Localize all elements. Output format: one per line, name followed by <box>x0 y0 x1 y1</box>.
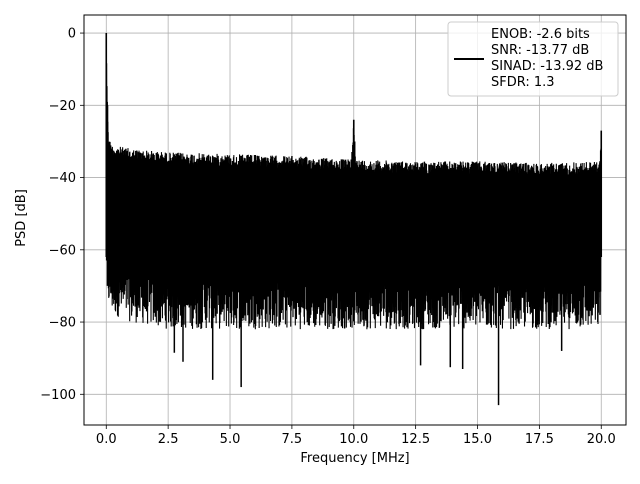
legend-entry-snr: SNR: -13.77 dB <box>491 43 589 58</box>
y-tick-label: −100 <box>40 388 76 403</box>
y-axis-label: PSD [dB] <box>14 189 29 247</box>
y-tick-label: 0 <box>68 27 76 42</box>
legend-box <box>447 21 619 97</box>
legend: ENOB: -2.6 bits SNR: -13.77 dB SINAD: -1… <box>447 21 619 97</box>
x-tick-label: 12.5 <box>401 432 430 447</box>
y-tick-label: −20 <box>49 99 76 114</box>
y-tick-label: −40 <box>49 171 76 186</box>
x-tick-label: 5.0 <box>220 432 241 447</box>
legend-entry-sinad: SINAD: -13.92 dB <box>491 59 603 74</box>
y-tick-label: −60 <box>49 243 76 258</box>
axes-frame <box>83 14 627 426</box>
legend-entry-sfdr: SFDR: 1.3 <box>491 75 555 90</box>
y-tick-label: −80 <box>49 316 76 331</box>
y-axis: 0 −20 −40 −60 −80 −100 <box>40 27 84 403</box>
x-tick-label: 7.5 <box>282 432 303 447</box>
legend-entry-enob: ENOB: -2.6 bits <box>491 27 590 42</box>
x-tick-label: 15.0 <box>463 432 492 447</box>
x-tick-label: 0.0 <box>96 432 117 447</box>
x-axis: 0.0 2.5 5.0 7.5 10.0 12.5 15.0 17.5 20.0 <box>96 425 616 447</box>
x-tick-label: 20.0 <box>587 432 616 447</box>
plot-area <box>105 33 603 406</box>
x-axis-label: Frequency [MHz] <box>300 451 409 466</box>
x-tick-label: 2.5 <box>158 432 179 447</box>
x-tick-label: 17.5 <box>525 432 554 447</box>
x-tick-label: 10.0 <box>339 432 368 447</box>
